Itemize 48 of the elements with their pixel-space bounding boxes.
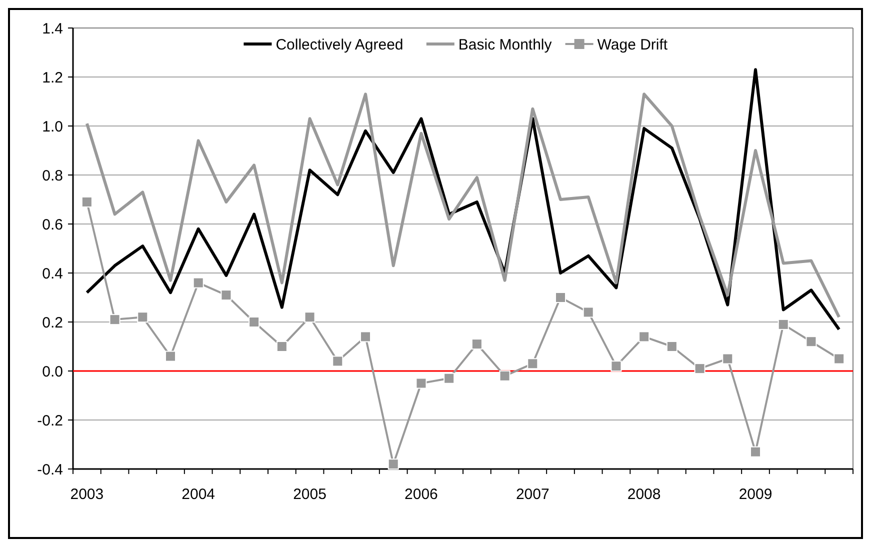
point bbox=[248, 316, 260, 328]
point bbox=[137, 312, 148, 323]
y-tick-label: 0.0 bbox=[42, 363, 63, 380]
point bbox=[527, 358, 538, 370]
legend-label: Wage Drift bbox=[597, 36, 668, 54]
point bbox=[778, 318, 789, 330]
y-tick-label: 1.0 bbox=[42, 118, 63, 136]
x-tick-label: 2004 bbox=[182, 486, 216, 503]
point bbox=[304, 312, 316, 323]
y-tick-label: 0.6 bbox=[42, 216, 63, 234]
point bbox=[444, 372, 455, 384]
point bbox=[638, 331, 650, 342]
point bbox=[165, 350, 176, 362]
point bbox=[610, 360, 622, 372]
point bbox=[81, 196, 92, 208]
y-tick-label: 1.2 bbox=[42, 69, 63, 86]
point bbox=[416, 378, 427, 389]
point bbox=[220, 290, 232, 301]
point bbox=[750, 446, 761, 458]
point bbox=[471, 338, 482, 350]
point bbox=[499, 370, 510, 382]
y-tick-label: 0.4 bbox=[42, 265, 63, 282]
y-tick-label: -0.2 bbox=[37, 412, 63, 430]
point bbox=[360, 331, 371, 342]
x-tick-label: 2003 bbox=[70, 486, 104, 503]
point bbox=[806, 336, 817, 348]
x-tick-label: 2006 bbox=[404, 486, 438, 503]
point bbox=[666, 341, 678, 352]
y-tick-label: 1.4 bbox=[42, 20, 63, 38]
x-tick-label: 2008 bbox=[627, 486, 661, 503]
point bbox=[722, 353, 734, 364]
point bbox=[555, 292, 566, 303]
y-tick-label: 0.8 bbox=[42, 167, 63, 184]
point bbox=[388, 458, 399, 470]
legend-label: Collectively Agreed bbox=[276, 36, 404, 54]
point bbox=[332, 356, 344, 367]
y-tick-label: 0.2 bbox=[42, 314, 63, 332]
legend-label: Basic Monthly bbox=[458, 36, 552, 54]
y-tick-label: -0.4 bbox=[37, 461, 63, 478]
point bbox=[694, 363, 706, 374]
point bbox=[276, 341, 288, 352]
point bbox=[582, 306, 594, 318]
x-tick-label: 2007 bbox=[516, 486, 550, 503]
point bbox=[109, 314, 120, 326]
x-tick-label: 2009 bbox=[738, 486, 772, 503]
x-tick-label: 2005 bbox=[293, 486, 326, 503]
point bbox=[834, 353, 845, 364]
point bbox=[192, 277, 204, 288]
